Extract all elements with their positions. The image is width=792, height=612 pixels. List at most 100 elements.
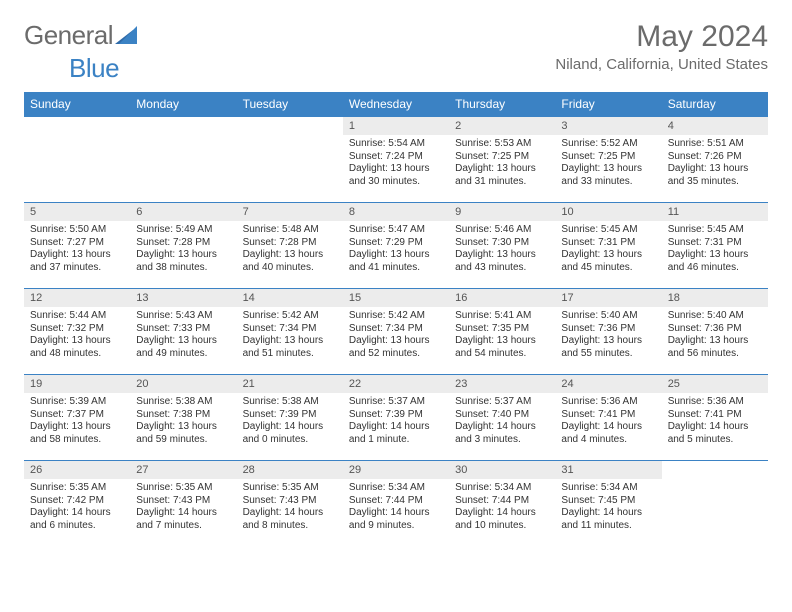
day-number: 26 (24, 461, 130, 479)
title-block: May 2024 Niland, California, United Stat… (555, 20, 768, 73)
day-number: 10 (555, 203, 661, 221)
day-details: Sunrise: 5:47 AMSunset: 7:29 PMDaylight:… (343, 221, 449, 278)
day-details: Sunrise: 5:45 AMSunset: 7:31 PMDaylight:… (555, 221, 661, 278)
day-details: Sunrise: 5:44 AMSunset: 7:32 PMDaylight:… (24, 307, 130, 364)
weekday-header: Friday (555, 92, 661, 117)
calendar-day-cell: 7Sunrise: 5:48 AMSunset: 7:28 PMDaylight… (237, 203, 343, 289)
calendar-day-cell: 12Sunrise: 5:44 AMSunset: 7:32 PMDayligh… (24, 289, 130, 375)
day-number: 9 (449, 203, 555, 221)
day-number: 18 (662, 289, 768, 307)
day-number: 5 (24, 203, 130, 221)
calendar-page: General May 2024 Niland, California, Uni… (0, 0, 792, 567)
day-number: 21 (237, 375, 343, 393)
calendar-day-cell: 22Sunrise: 5:37 AMSunset: 7:39 PMDayligh… (343, 375, 449, 461)
calendar-day-cell: 1Sunrise: 5:54 AMSunset: 7:24 PMDaylight… (343, 117, 449, 203)
calendar-day-cell: 10Sunrise: 5:45 AMSunset: 7:31 PMDayligh… (555, 203, 661, 289)
calendar-day-cell: 6Sunrise: 5:49 AMSunset: 7:28 PMDaylight… (130, 203, 236, 289)
weekday-header: Sunday (24, 92, 130, 117)
day-details: Sunrise: 5:38 AMSunset: 7:39 PMDaylight:… (237, 393, 343, 450)
calendar-day-cell: 13Sunrise: 5:43 AMSunset: 7:33 PMDayligh… (130, 289, 236, 375)
day-number: 22 (343, 375, 449, 393)
day-number: 6 (130, 203, 236, 221)
day-details: Sunrise: 5:40 AMSunset: 7:36 PMDaylight:… (555, 307, 661, 364)
calendar-week-row: 26Sunrise: 5:35 AMSunset: 7:42 PMDayligh… (24, 461, 768, 547)
day-number: 17 (555, 289, 661, 307)
day-details: Sunrise: 5:35 AMSunset: 7:43 PMDaylight:… (237, 479, 343, 536)
weekday-header: Tuesday (237, 92, 343, 117)
location-label: Niland, California, United States (555, 56, 768, 73)
calendar-day-cell: 27Sunrise: 5:35 AMSunset: 7:43 PMDayligh… (130, 461, 236, 547)
day-number: 14 (237, 289, 343, 307)
calendar-day-cell: 17Sunrise: 5:40 AMSunset: 7:36 PMDayligh… (555, 289, 661, 375)
day-number: 25 (662, 375, 768, 393)
day-number: 11 (662, 203, 768, 221)
calendar-day-cell (662, 461, 768, 547)
day-details: Sunrise: 5:34 AMSunset: 7:44 PMDaylight:… (343, 479, 449, 536)
calendar-day-cell: 24Sunrise: 5:36 AMSunset: 7:41 PMDayligh… (555, 375, 661, 461)
calendar-day-cell: 18Sunrise: 5:40 AMSunset: 7:36 PMDayligh… (662, 289, 768, 375)
weekday-header: Thursday (449, 92, 555, 117)
calendar-week-row: 1Sunrise: 5:54 AMSunset: 7:24 PMDaylight… (24, 117, 768, 203)
calendar-day-cell: 30Sunrise: 5:34 AMSunset: 7:44 PMDayligh… (449, 461, 555, 547)
day-details: Sunrise: 5:36 AMSunset: 7:41 PMDaylight:… (662, 393, 768, 450)
calendar-day-cell: 25Sunrise: 5:36 AMSunset: 7:41 PMDayligh… (662, 375, 768, 461)
calendar-day-cell: 3Sunrise: 5:52 AMSunset: 7:25 PMDaylight… (555, 117, 661, 203)
calendar-day-cell (237, 117, 343, 203)
day-number: 27 (130, 461, 236, 479)
brand-logo: General (24, 20, 137, 51)
day-number: 13 (130, 289, 236, 307)
day-details: Sunrise: 5:49 AMSunset: 7:28 PMDaylight:… (130, 221, 236, 278)
day-details: Sunrise: 5:36 AMSunset: 7:41 PMDaylight:… (555, 393, 661, 450)
calendar-head: SundayMondayTuesdayWednesdayThursdayFrid… (24, 92, 768, 117)
day-number: 12 (24, 289, 130, 307)
calendar-day-cell: 31Sunrise: 5:34 AMSunset: 7:45 PMDayligh… (555, 461, 661, 547)
calendar-week-row: 12Sunrise: 5:44 AMSunset: 7:32 PMDayligh… (24, 289, 768, 375)
brand-word-1: General (24, 20, 113, 51)
day-number: 3 (555, 117, 661, 135)
weekday-header: Wednesday (343, 92, 449, 117)
day-details: Sunrise: 5:53 AMSunset: 7:25 PMDaylight:… (449, 135, 555, 192)
weekday-header: Monday (130, 92, 236, 117)
calendar-day-cell: 20Sunrise: 5:38 AMSunset: 7:38 PMDayligh… (130, 375, 236, 461)
calendar-day-cell: 14Sunrise: 5:42 AMSunset: 7:34 PMDayligh… (237, 289, 343, 375)
day-number: 28 (237, 461, 343, 479)
day-number: 1 (343, 117, 449, 135)
day-number: 30 (449, 461, 555, 479)
triangle-icon (115, 20, 137, 51)
calendar-day-cell: 19Sunrise: 5:39 AMSunset: 7:37 PMDayligh… (24, 375, 130, 461)
calendar-day-cell (24, 117, 130, 203)
day-details: Sunrise: 5:51 AMSunset: 7:26 PMDaylight:… (662, 135, 768, 192)
day-number: 4 (662, 117, 768, 135)
calendar-day-cell: 23Sunrise: 5:37 AMSunset: 7:40 PMDayligh… (449, 375, 555, 461)
calendar-day-cell: 2Sunrise: 5:53 AMSunset: 7:25 PMDaylight… (449, 117, 555, 203)
day-number: 15 (343, 289, 449, 307)
calendar-day-cell: 28Sunrise: 5:35 AMSunset: 7:43 PMDayligh… (237, 461, 343, 547)
day-number: 8 (343, 203, 449, 221)
day-details: Sunrise: 5:42 AMSunset: 7:34 PMDaylight:… (343, 307, 449, 364)
calendar-day-cell: 29Sunrise: 5:34 AMSunset: 7:44 PMDayligh… (343, 461, 449, 547)
calendar-day-cell: 9Sunrise: 5:46 AMSunset: 7:30 PMDaylight… (449, 203, 555, 289)
day-number: 16 (449, 289, 555, 307)
calendar-day-cell: 16Sunrise: 5:41 AMSunset: 7:35 PMDayligh… (449, 289, 555, 375)
day-details: Sunrise: 5:43 AMSunset: 7:33 PMDaylight:… (130, 307, 236, 364)
calendar-day-cell: 5Sunrise: 5:50 AMSunset: 7:27 PMDaylight… (24, 203, 130, 289)
calendar-day-cell: 21Sunrise: 5:38 AMSunset: 7:39 PMDayligh… (237, 375, 343, 461)
day-details: Sunrise: 5:48 AMSunset: 7:28 PMDaylight:… (237, 221, 343, 278)
calendar-day-cell: 11Sunrise: 5:45 AMSunset: 7:31 PMDayligh… (662, 203, 768, 289)
day-number: 19 (24, 375, 130, 393)
day-details: Sunrise: 5:45 AMSunset: 7:31 PMDaylight:… (662, 221, 768, 278)
calendar-table: SundayMondayTuesdayWednesdayThursdayFrid… (24, 92, 768, 547)
calendar-day-cell: 26Sunrise: 5:35 AMSunset: 7:42 PMDayligh… (24, 461, 130, 547)
calendar-day-cell (130, 117, 236, 203)
day-number: 7 (237, 203, 343, 221)
calendar-day-cell: 8Sunrise: 5:47 AMSunset: 7:29 PMDaylight… (343, 203, 449, 289)
day-number: 24 (555, 375, 661, 393)
brand-word-2: Blue (69, 53, 119, 84)
day-details: Sunrise: 5:39 AMSunset: 7:37 PMDaylight:… (24, 393, 130, 450)
calendar-day-cell: 4Sunrise: 5:51 AMSunset: 7:26 PMDaylight… (662, 117, 768, 203)
calendar-week-row: 19Sunrise: 5:39 AMSunset: 7:37 PMDayligh… (24, 375, 768, 461)
day-number: 23 (449, 375, 555, 393)
day-details: Sunrise: 5:42 AMSunset: 7:34 PMDaylight:… (237, 307, 343, 364)
day-details: Sunrise: 5:40 AMSunset: 7:36 PMDaylight:… (662, 307, 768, 364)
day-number: 31 (555, 461, 661, 479)
